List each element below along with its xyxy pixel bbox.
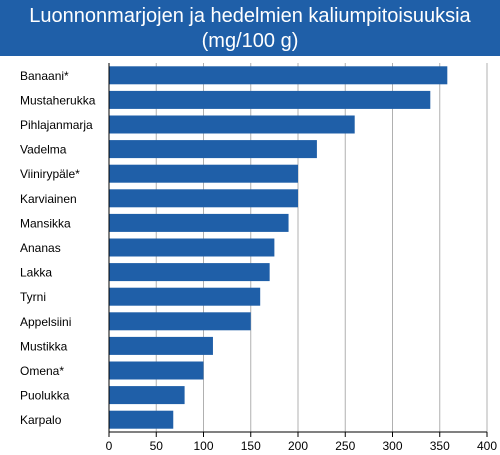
x-tick-label-150: 150 <box>241 439 261 453</box>
x-tick-label-300: 300 <box>382 439 402 453</box>
category-label-8: Ananas <box>20 241 61 255</box>
category-label-13: Omena* <box>20 364 64 378</box>
bar-11 <box>109 312 251 331</box>
bar-12 <box>109 336 213 355</box>
category-label-10: Tyrni <box>20 290 46 304</box>
category-label-9: Lakka <box>20 266 52 280</box>
category-label-5: Viinirypäle* <box>20 167 80 181</box>
title-band: Luonnonmarjojen ja hedelmien kaliumpitoi… <box>0 0 500 56</box>
chart-title-line-2: (mg/100 g) <box>201 30 299 52</box>
bar-5 <box>109 164 298 183</box>
category-label-7: Mansikka <box>20 216 71 230</box>
category-label-11: Appelsiini <box>20 315 71 329</box>
bar-2 <box>109 90 431 109</box>
bar-13 <box>109 361 204 380</box>
category-label-3: Pihlajanmarja <box>20 118 93 132</box>
bar-14 <box>109 386 185 405</box>
bar-1 <box>109 66 448 85</box>
x-tick-label-0: 0 <box>106 439 113 453</box>
x-tick-label-250: 250 <box>335 439 355 453</box>
bar-7 <box>109 213 289 232</box>
x-tick-labels: 0 50 100 150 200 250 300 350 400 <box>106 439 498 453</box>
bar-15 <box>109 410 174 429</box>
category-label-15: Karpalo <box>20 413 62 427</box>
x-tick-label-100: 100 <box>193 439 213 453</box>
chart-title-line-1: Luonnonmarjojen ja hedelmien kaliumpitoi… <box>29 5 471 27</box>
axes <box>108 63 488 437</box>
bar-9 <box>109 263 270 282</box>
category-label-4: Vadelma <box>20 143 67 157</box>
bar-6 <box>109 189 298 208</box>
bar-3 <box>109 115 355 134</box>
bar-10 <box>109 287 261 306</box>
bar-4 <box>109 140 317 159</box>
category-label-14: Puolukka <box>20 389 70 403</box>
x-tick-label-200: 200 <box>288 439 308 453</box>
category-label-2: Mustaherukka <box>20 93 96 107</box>
x-tick-label-350: 350 <box>430 439 450 453</box>
category-labels: Banaani* Mustaherukka Pihlajanmarja Vadelma… <box>20 69 96 427</box>
bars <box>109 66 448 429</box>
category-label-1: Banaani* <box>20 69 69 83</box>
x-tick-label-50: 50 <box>150 439 164 453</box>
x-tick-label-400: 400 <box>477 439 497 453</box>
bar-8 <box>109 238 275 257</box>
category-label-6: Karviainen <box>20 192 77 206</box>
category-label-12: Mustikka <box>20 339 68 353</box>
